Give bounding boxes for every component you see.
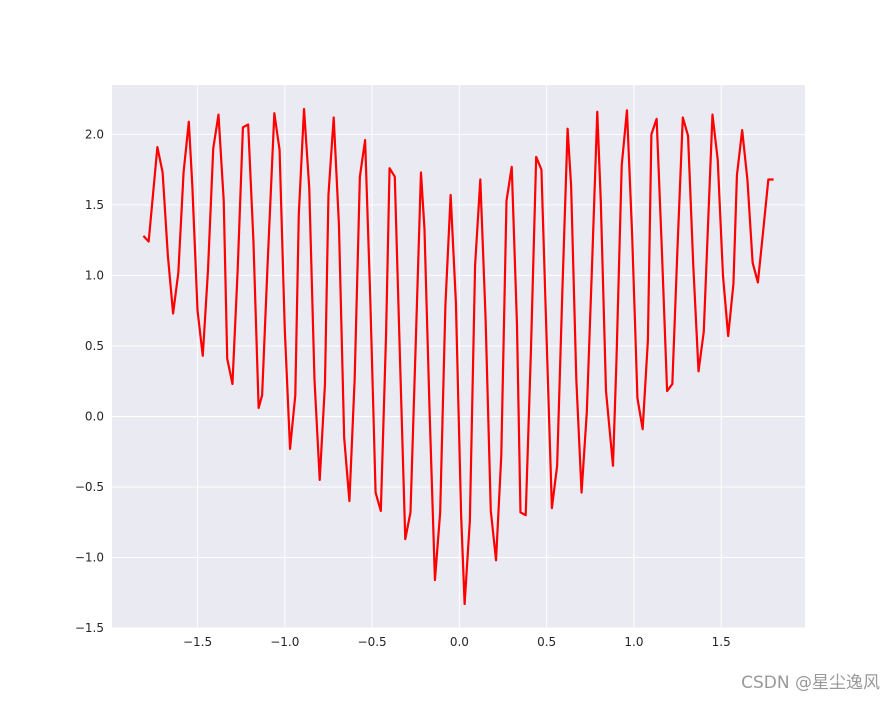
watermark: CSDN @星尘逸风: [741, 673, 880, 693]
x-tick-label: −0.5: [358, 635, 387, 649]
x-tick-label: −1.0: [270, 635, 299, 649]
y-tick-label: −0.5: [75, 480, 104, 494]
y-tick-label: 0.0: [85, 409, 104, 423]
y-tick-label: −1.5: [75, 621, 104, 635]
y-tick-label: 1.0: [85, 268, 104, 282]
x-tick-label: 0.0: [450, 635, 469, 649]
y-tick-label: 1.5: [85, 198, 104, 212]
y-tick-label: 2.0: [85, 127, 104, 141]
x-tick-label: 0.5: [537, 635, 556, 649]
x-tick-label: 1.0: [624, 635, 643, 649]
y-tick-label: −1.0: [75, 550, 104, 564]
y-tick-label: 0.5: [85, 339, 104, 353]
x-tick-label: −1.5: [183, 635, 212, 649]
x-tick-label: 1.5: [712, 635, 731, 649]
line-series: [142, 107, 774, 606]
